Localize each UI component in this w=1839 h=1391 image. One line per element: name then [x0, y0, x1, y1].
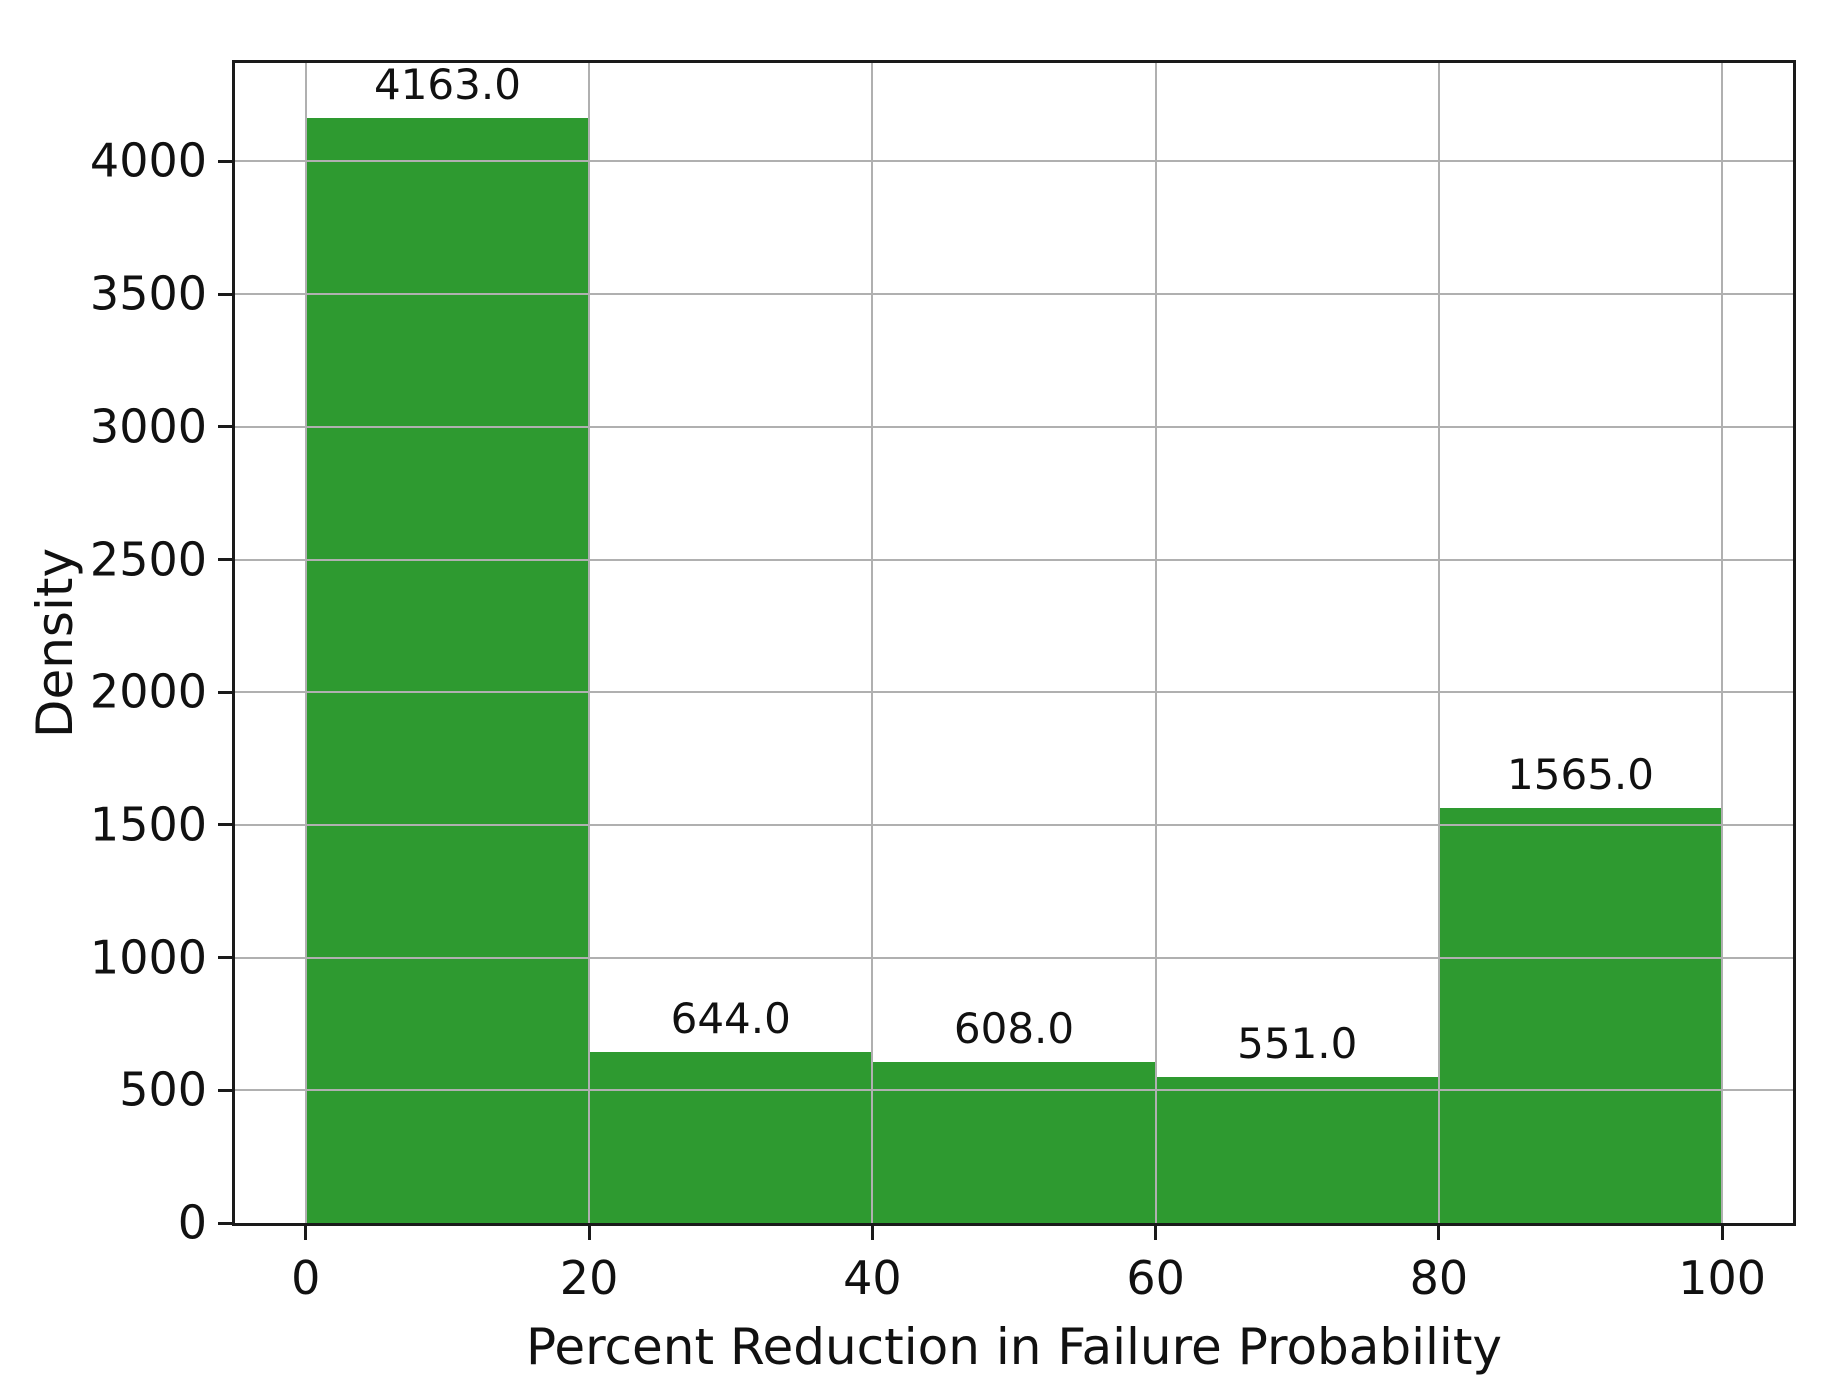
x-tick-label: 40: [843, 1251, 902, 1305]
y-tick-mark: [218, 956, 232, 960]
vertical-gridline: [588, 63, 591, 1223]
horizontal-gridline: [235, 160, 1793, 163]
y-tick-label: 1500: [89, 797, 207, 852]
horizontal-gridline: [235, 558, 1793, 561]
y-tick-mark: [218, 690, 232, 694]
bar-value-label: 608.0: [953, 1003, 1075, 1053]
y-tick-label: 4000: [89, 134, 207, 189]
y-tick-mark: [218, 292, 232, 296]
y-tick-label: 3000: [89, 399, 207, 454]
y-tick-label: 3500: [89, 266, 207, 321]
y-tick-mark: [218, 425, 232, 429]
histogram-bar: [305, 118, 590, 1223]
y-tick-label: 1000: [89, 930, 207, 985]
y-tick-mark: [218, 558, 232, 562]
y-axis-label: Density: [26, 547, 84, 739]
horizontal-gridline: [235, 956, 1793, 959]
bar-value-label: 1565.0: [1507, 749, 1655, 799]
y-tick-label: 500: [119, 1063, 207, 1117]
bar-value-label: 4163.0: [373, 60, 521, 110]
x-tick-mark: [304, 1226, 308, 1240]
vertical-gridline: [1721, 63, 1724, 1223]
y-tick-label: 2000: [89, 664, 207, 719]
x-tick-label: 100: [1678, 1251, 1767, 1305]
x-tick-label: 80: [1409, 1251, 1469, 1305]
horizontal-gridline: [235, 823, 1793, 826]
histogram-bar: [589, 1052, 873, 1223]
x-axis-label: Percent Reduction in Failure Probability: [525, 1318, 1503, 1376]
vertical-gridline: [1154, 63, 1157, 1223]
vertical-gridline: [1437, 63, 1440, 1223]
histogram-bar: [1155, 1076, 1439, 1223]
histogram-bar: [872, 1061, 1156, 1223]
vertical-gridline: [304, 63, 307, 1223]
plot-border: [232, 60, 1796, 1226]
histogram-bar: [1438, 807, 1723, 1223]
horizontal-gridline: [235, 691, 1793, 694]
x-tick-mark: [1437, 1226, 1441, 1240]
x-tick-label: 20: [559, 1251, 619, 1305]
y-tick-mark: [218, 159, 232, 163]
y-tick-label: 2500: [89, 532, 207, 587]
bar-value-label: 644.0: [670, 994, 791, 1044]
x-tick-mark: [1720, 1226, 1724, 1240]
horizontal-gridline: [235, 293, 1793, 296]
horizontal-gridline: [235, 1089, 1793, 1092]
horizontal-gridline: [235, 425, 1793, 428]
x-tick-mark: [1154, 1226, 1158, 1240]
vertical-gridline: [871, 63, 874, 1223]
y-tick-mark: [218, 1221, 232, 1225]
bar-value-label: 551.0: [1237, 1018, 1358, 1068]
x-tick-mark: [870, 1226, 874, 1240]
x-tick-label: 0: [291, 1251, 321, 1305]
y-tick-label: 0: [177, 1195, 207, 1250]
x-tick-mark: [587, 1226, 591, 1240]
y-tick-mark: [218, 1088, 232, 1092]
y-tick-mark: [218, 823, 232, 827]
x-tick-label: 60: [1126, 1251, 1185, 1305]
